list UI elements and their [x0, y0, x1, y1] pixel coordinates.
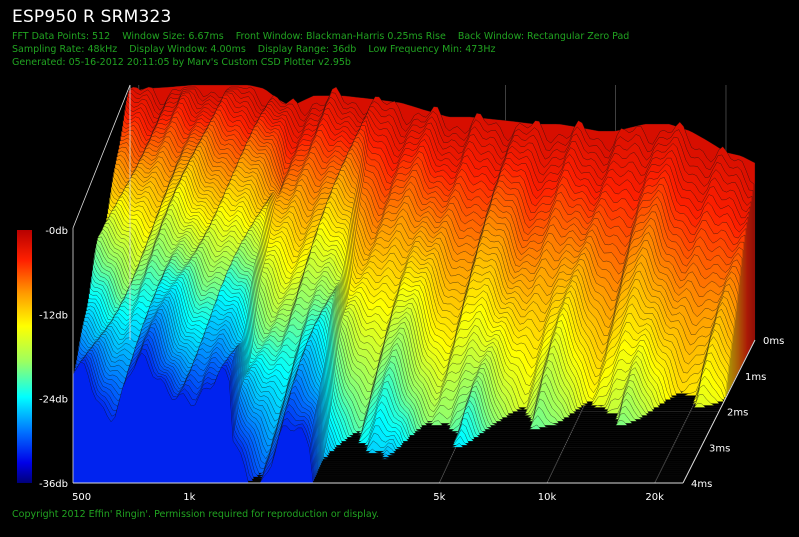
- colorbar-label: -12db: [39, 310, 68, 321]
- time-axis-line: [682, 339, 756, 484]
- plot-title: ESP950 R SRM323: [12, 7, 172, 27]
- x-tick-label: 10k: [538, 492, 557, 503]
- window-size-text: Window Size: 6.67ms: [122, 31, 224, 42]
- time-tick-label: 1ms: [745, 372, 766, 383]
- display-range-text: Display Range: 36db: [257, 44, 357, 55]
- display-window-text: Display Window: 4.00ms: [129, 44, 246, 55]
- x-tick-label: 500: [72, 492, 91, 503]
- color-scale-bar: [17, 230, 32, 483]
- fft-points-text: FFT Data Points: 512: [12, 31, 111, 42]
- x-tick-label: 1k: [183, 492, 195, 503]
- generated-text: Generated: 05-16-2012 20:11:05 by Marv's…: [12, 57, 351, 68]
- time-tick-label: 2ms: [727, 408, 748, 419]
- time-tick-label: 0ms: [763, 336, 784, 347]
- copyright-text: Copyright 2012 Effin' Ringin'. Permissio…: [12, 509, 379, 520]
- x-tick-label: 20k: [645, 492, 664, 503]
- meta-line-2: Sampling Rate: 48kHz Display Window: 4.00…: [12, 44, 507, 55]
- front-window-text: Front Window: Blackman-Harris 0.25ms Ris…: [235, 31, 446, 42]
- sampling-rate-text: Sampling Rate: 48kHz: [12, 44, 118, 55]
- meta-line-1: FFT Data Points: 512 Window Size: 6.67ms F…: [12, 31, 641, 42]
- axis-frame: [72, 84, 756, 484]
- low-freq-text: Low Frequency Min: 473Hz: [368, 44, 496, 55]
- colorbar-label: -36db: [39, 479, 68, 490]
- time-tick-label: 4ms: [691, 479, 712, 490]
- axis-labels: 500 1k 5k 10k 20k 0ms 1ms 2ms 3ms 4ms -0db -12db -24…: [39, 226, 784, 503]
- left-top-edge: [72, 84, 131, 229]
- colorbar-gradient: [17, 230, 32, 483]
- waterfall-surface: [72, 84, 756, 484]
- time-tick-label: 3ms: [709, 443, 730, 454]
- x-tick-label: 5k: [433, 492, 445, 503]
- colorbar-label: -24db: [39, 395, 68, 406]
- back-window-text: Back Window: Rectangular Zero Pad: [457, 31, 630, 42]
- colorbar-label: -0db: [45, 226, 68, 237]
